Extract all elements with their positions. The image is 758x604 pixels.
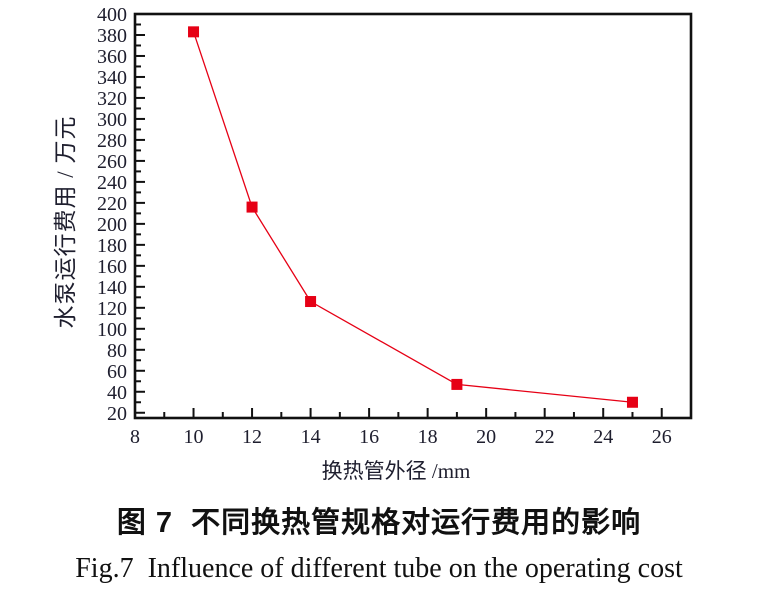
x-tick-label: 8 [130,426,140,448]
x-tick-label: 12 [242,426,262,448]
x-axis-label: 换热管外径 /mm [322,459,471,483]
y-tick-label: 100 [97,319,127,341]
y-tick-label: 240 [97,172,127,194]
plot-frame [133,12,693,420]
caption-en: Fig.7 Influence of different tube on the… [75,553,683,584]
y-tick-label: 320 [97,88,127,110]
x-tick-label: 18 [418,426,438,448]
chart-svg: 2040608010012014016018020022024026028030… [53,4,693,483]
y-tick-label: 380 [97,25,127,47]
y-tick-label: 300 [97,109,127,131]
x-tick-label: 14 [301,426,321,448]
y-tick-label: 220 [97,193,127,215]
y-tick-label: 140 [97,277,127,299]
data-point [305,296,317,308]
x-tick-label: 20 [476,426,496,448]
data-point [626,396,638,408]
data-point [246,201,258,213]
y-tick-label: 40 [107,382,127,404]
y-tick-label: 260 [97,151,127,173]
y-tick-label: 360 [97,46,127,68]
x-tick-label: 26 [652,426,672,448]
y-tick-label: 180 [97,235,127,257]
y-tick-label: 280 [97,130,127,152]
data-line [192,31,633,403]
x-tick-label: 24 [593,426,613,448]
y-tick-label: 160 [97,256,127,278]
y-tick-label: 20 [107,403,127,425]
x-tick-label: 16 [359,426,379,448]
y-tick-label: 80 [107,340,127,362]
y-tick-label: 340 [97,67,127,89]
data-point [451,378,463,390]
y-tick-label: 200 [97,214,127,236]
caption-zh: 图 7 不同换热管规格对运行费用的影响 [116,507,642,539]
y-tick-label: 120 [97,298,127,320]
y-tick-label: 60 [107,361,127,383]
x-tick-label: 22 [535,426,555,448]
x-tick-label: 10 [184,426,204,448]
y-axis-label: 水泵运行费用 / 万元 [53,116,78,329]
chart-area: 20 40 60 80 100 120 140 160 180 200 220 240 260 280 30… [53,4,693,483]
y-tick-label: 400 [97,4,127,26]
data-point [188,26,200,38]
